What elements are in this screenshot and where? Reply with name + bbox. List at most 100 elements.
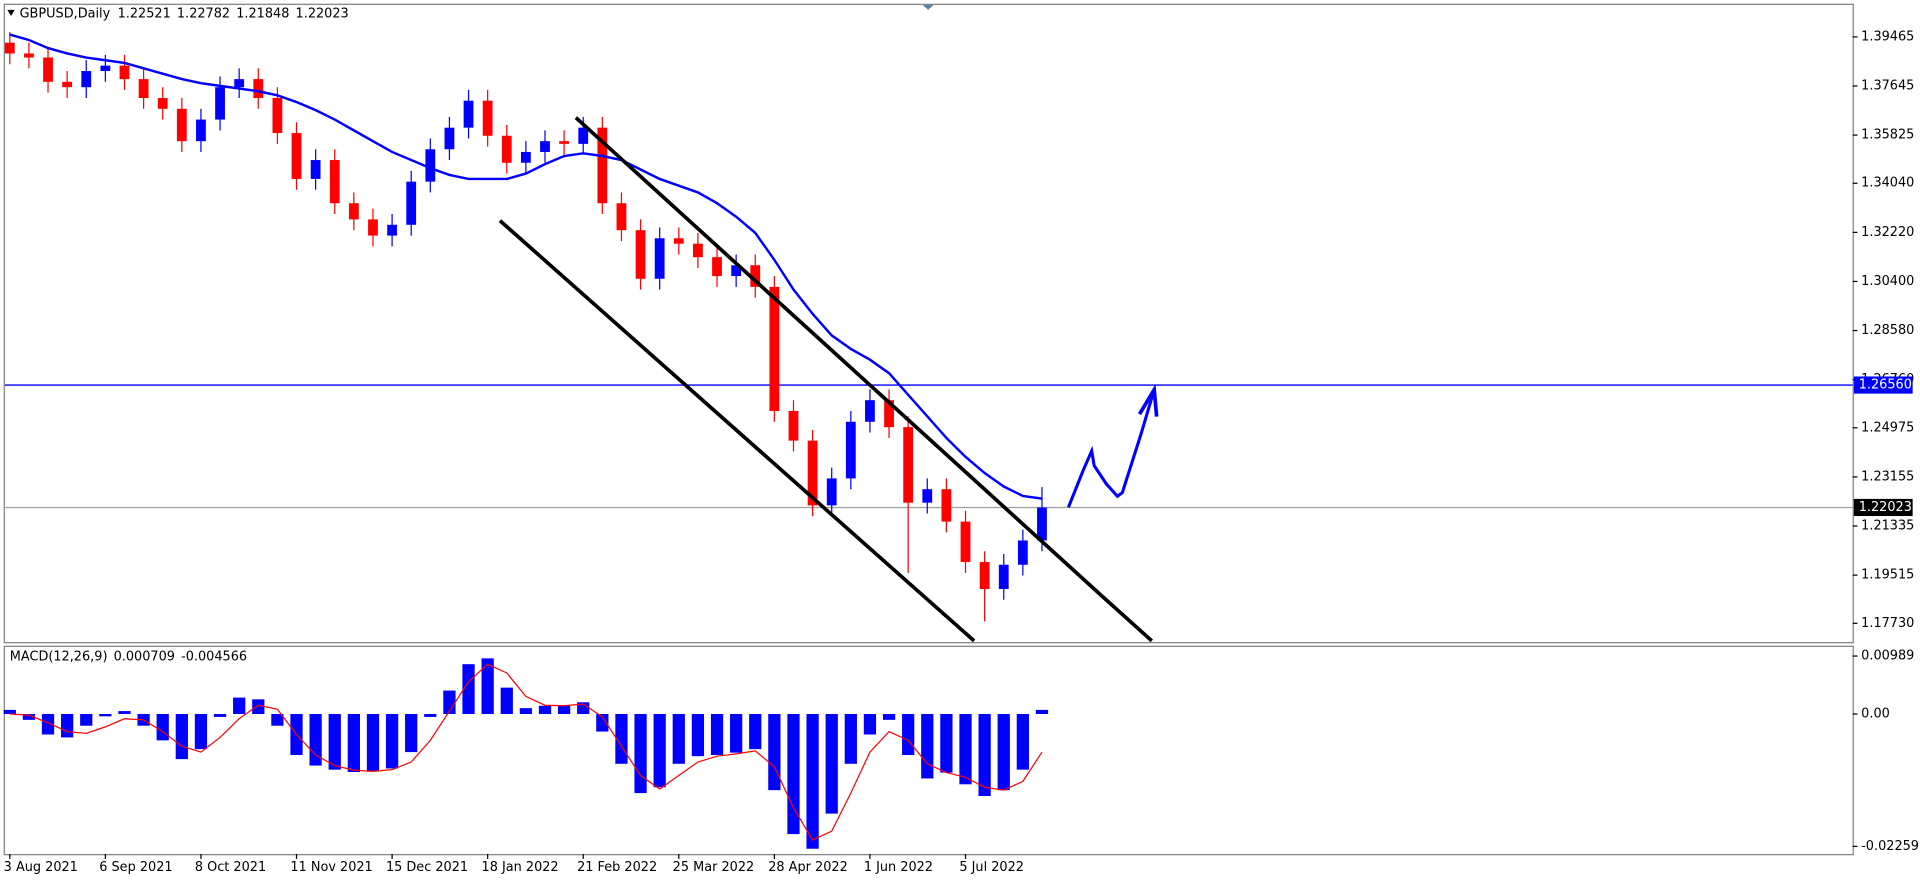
candle-body [138, 79, 149, 98]
candle-body [712, 257, 722, 277]
macd-bar [940, 713, 953, 773]
candle-body [865, 400, 875, 422]
candle-body [425, 149, 436, 182]
macd-bar [806, 713, 819, 849]
macd-reading: 0.000709 [114, 649, 175, 664]
x-tick-label: 11 Nov 2021 [290, 860, 372, 875]
macd-bar [500, 687, 513, 714]
macd-bar [749, 713, 762, 750]
macd-panel [3, 645, 1854, 856]
candle-body [482, 100, 493, 136]
macd-y-tick-label: -0.02259 [1861, 839, 1919, 854]
candle-body [654, 238, 665, 279]
candle-body [673, 238, 684, 244]
macd-bar [921, 713, 934, 779]
macd-bar [557, 705, 571, 714]
current-price-label: 1.22023 [1859, 500, 1912, 515]
candle-body [81, 71, 92, 88]
macd-y-tick-label: 0.00989 [1861, 649, 1914, 664]
candle-body [387, 224, 397, 236]
y-tick-label: 1.34040 [1861, 176, 1914, 191]
macd-bar [997, 713, 1010, 791]
x-tick-label: 1 Jun 2022 [864, 860, 933, 875]
macd-y-tick-label: 0.00 [1861, 706, 1890, 721]
candle-body [196, 119, 206, 142]
symbol: GBPUSD,Daily [20, 6, 111, 21]
moving-average [9, 33, 1043, 500]
macd-bar [844, 713, 857, 764]
high-reading: 1.22782 [177, 6, 230, 21]
arrow-head [1137, 383, 1159, 417]
macd-bar [710, 713, 724, 756]
candle-body [960, 521, 971, 563]
macd-bar [825, 713, 838, 814]
macd-bar [309, 713, 322, 766]
candle-body [922, 489, 933, 503]
x-tick-label: 28 Apr 2022 [768, 860, 848, 875]
x-tick-label: 25 Mar 2022 [673, 860, 755, 875]
y-tick-label: 1.28580 [1861, 323, 1914, 338]
forecast-arrow [1067, 389, 1156, 508]
candle-body [903, 427, 914, 503]
shift-marker [922, 4, 934, 10]
x-tick-label: 3 Aug 2021 [4, 860, 78, 875]
macd-bar [691, 713, 705, 757]
macd-bar [328, 713, 341, 770]
candle-body [291, 133, 302, 179]
candle-body [253, 79, 264, 98]
macd-bar [366, 713, 380, 771]
macd-bar [213, 713, 227, 717]
macd-bar [768, 713, 781, 791]
candle-body [463, 100, 474, 128]
channel-upper-extension [1101, 595, 1153, 643]
macd-bar [653, 713, 666, 788]
x-tick-label: 18 Jan 2022 [482, 860, 559, 875]
x-tick-label: 15 Dec 2021 [386, 860, 468, 875]
candle-body [444, 127, 455, 150]
macd-bar [519, 708, 533, 714]
macd-bar [271, 713, 284, 726]
macd-bar [959, 713, 972, 785]
macd-bar [481, 658, 494, 714]
macd-bar [385, 713, 399, 769]
macd-bar [194, 713, 208, 750]
main-panel [3, 3, 1854, 644]
macd-bar [1016, 713, 1029, 770]
macd-bar [3, 709, 16, 714]
y-tick-label: 1.32220 [1861, 225, 1914, 240]
macd-bar [233, 697, 246, 714]
candle-body [597, 127, 608, 204]
close-reading: 1.22023 [296, 6, 349, 21]
candle-body [616, 203, 627, 231]
macd-bar [730, 713, 743, 753]
macd-bar [99, 713, 112, 717]
candle-body [769, 286, 780, 411]
candle-body [941, 489, 952, 522]
channel-lower [498, 219, 976, 643]
macd-bar [22, 713, 36, 720]
macd-bar [882, 713, 896, 720]
macd-bar [462, 664, 475, 714]
macd-bar [596, 713, 609, 732]
candle-body [43, 57, 53, 82]
macd-bar [156, 713, 169, 741]
macd-header: MACD(12,26,9) 0.000709 -0.004566 [10, 649, 247, 664]
macd-bar [443, 690, 456, 714]
candle-body [520, 151, 531, 163]
candle-body [234, 79, 245, 88]
y-tick-label: 1.35825 [1861, 128, 1914, 143]
x-tick-label: 21 Feb 2022 [577, 860, 657, 875]
macd-bar [424, 713, 437, 717]
y-tick-label: 1.39465 [1861, 29, 1914, 44]
candle-body [348, 203, 359, 220]
macd-bar [252, 699, 265, 714]
candle-body [578, 127, 589, 144]
current-price-box [1853, 498, 1913, 517]
macd-bar [347, 713, 360, 772]
y-tick-label: 1.19515 [1861, 568, 1914, 583]
macd-bar [118, 711, 131, 714]
candle-body [845, 421, 856, 479]
candle-body [750, 265, 761, 287]
